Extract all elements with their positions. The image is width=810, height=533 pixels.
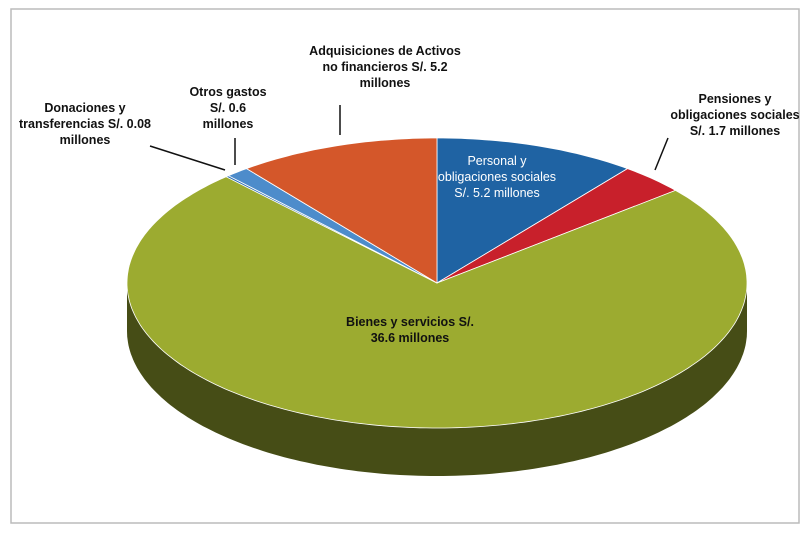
- slice-label: Donaciones y transferencias S/. 0.08 mil…: [10, 100, 160, 148]
- value-label: S/. 36.6 millones: [370, 315, 474, 345]
- leader-line: [654, 137, 669, 171]
- value-label: S/. 5.2 millones: [454, 186, 540, 200]
- category-name: Donaciones y transferencias: [18, 101, 126, 131]
- value-label: S/. 5.2 millones: [359, 60, 448, 90]
- slice-label: Personal y obligaciones sociales S/. 5.2…: [432, 153, 562, 201]
- value-label: S/. 0.08 millones: [59, 117, 152, 147]
- category-name: Otros gastos: [189, 85, 267, 99]
- slice-label: Adquisiciones de Activos no financieros …: [300, 43, 470, 91]
- category-name: Bienes y servicios: [346, 315, 456, 329]
- value-label: S/. 1.7 millones: [689, 124, 781, 138]
- leader-lines: [149, 105, 669, 171]
- slice: [436, 168, 677, 284]
- slice-label: Pensiones y obligaciones sociales S/. 1.…: [663, 91, 808, 139]
- slice-side: [127, 283, 747, 476]
- slice: [245, 137, 438, 284]
- slice-label: Bienes y servicios S/. 36.6 millones: [340, 314, 480, 346]
- category-name: Pensiones y obligaciones sociales: [670, 92, 800, 122]
- slice-label: Otros gastos S/. 0.6 millones: [183, 84, 273, 132]
- slice: [436, 137, 629, 284]
- pie-tops: [126, 137, 748, 429]
- slice: [126, 176, 748, 429]
- category-name: Adquisiciones de Activos no financieros: [309, 44, 461, 74]
- category-name: Personal y obligaciones sociales: [437, 154, 557, 184]
- pie-sides: [127, 283, 747, 476]
- value-label: S/. 0.6 millones: [202, 101, 254, 131]
- leader-line: [149, 145, 226, 171]
